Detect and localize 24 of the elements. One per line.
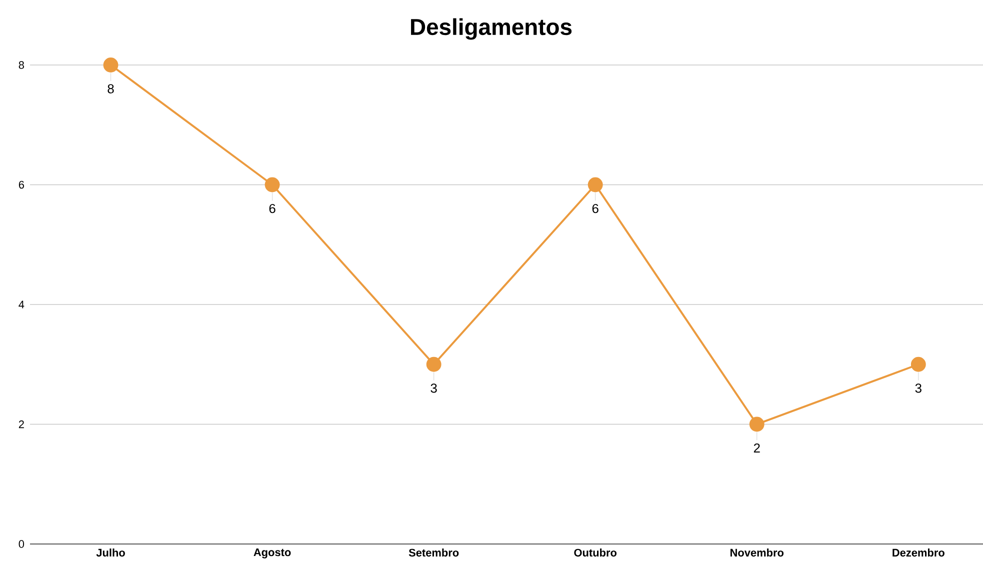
point	[588, 177, 603, 192]
data-label: 6	[592, 204, 598, 214]
x-tick-label: Dezembro	[892, 548, 944, 557]
x-tick-label: Julho	[96, 548, 125, 557]
data-label: 3	[915, 384, 922, 393]
x-tick-label: Novembro	[730, 548, 784, 557]
data-label: 2	[754, 443, 760, 452]
x-tick-label: Agosto	[254, 548, 291, 558]
point	[749, 416, 764, 432]
y-tick-label: 6	[18, 180, 24, 189]
chart-title: Desligamentos	[411, 18, 572, 40]
point	[910, 356, 926, 372]
point	[103, 58, 118, 72]
data-label: 3	[430, 384, 437, 393]
x-tick-label: Outubro	[574, 548, 617, 557]
x-tick-label: Setembro	[408, 548, 459, 557]
y-tick-label: 4	[18, 300, 24, 308]
point	[426, 356, 442, 372]
data-label: 8	[108, 84, 114, 94]
data-label: 6	[269, 204, 276, 214]
y-tick-label: 8	[18, 61, 24, 69]
point	[264, 177, 280, 192]
y-tick-label: 2	[18, 420, 24, 428]
y-tick-label: 0	[18, 540, 24, 548]
